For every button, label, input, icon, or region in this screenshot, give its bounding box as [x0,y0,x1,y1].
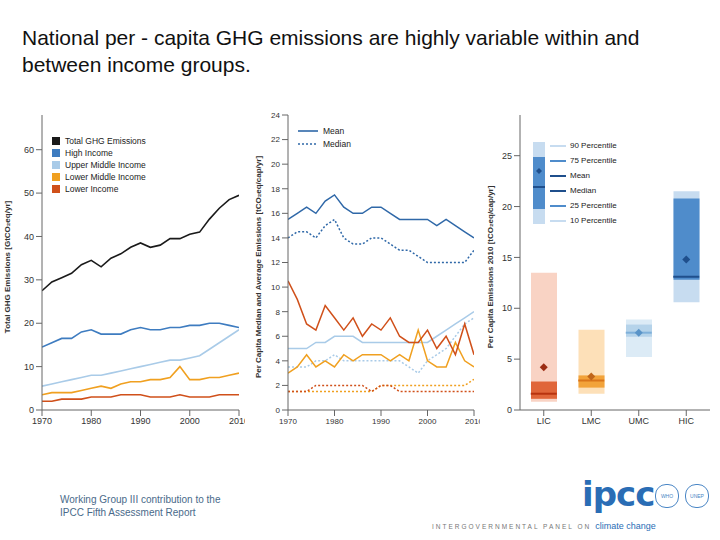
html-text:National per - capita GHG emis: National per - capita GHG emissions are … [22,26,640,76]
html-text:Mean: Mean [323,125,345,136]
svg-text:10: 10 [24,362,34,372]
svg-text:2010: 2010 [229,416,245,426]
svg-text:30: 30 [24,275,34,285]
svg-text:2: 2 [276,381,281,390]
svg-text:0: 0 [276,406,281,415]
svg-text:2000: 2000 [180,416,200,426]
html-text:Working Group III contribution: Working Group III contribution to the IP… [60,494,221,518]
html-text:Upper Middle Income: Upper Middle Income [65,160,146,170]
svg-text:HIC: HIC [679,416,695,426]
html-text:UNEP: UNEP [690,493,704,499]
svg-text:1970: 1970 [279,417,297,426]
svg-text:22: 22 [271,135,280,144]
svg-text:UMC: UMC [629,416,650,426]
svg-text:10: 10 [271,283,280,292]
html-text:Median: Median [570,186,597,195]
html-text:10 Percentile: 10 Percentile [570,216,617,225]
html-text:ipcc: ipcc [582,474,655,514]
svg-text:2000: 2000 [419,417,437,426]
svg-text:16: 16 [271,209,280,218]
svg-text:15: 15 [502,253,512,263]
svg-text:50: 50 [24,188,34,198]
svg-text:4: 4 [276,357,281,366]
svg-text:1970: 1970 [32,416,52,426]
svg-text:20: 20 [502,202,512,212]
svg-text:2010: 2010 [465,417,480,426]
html-text:Total GHG Emissions [GtCO₂eq/y: Total GHG Emissions [GtCO₂eq/yr] [2,200,12,334]
svg-text:1980: 1980 [81,416,101,426]
svg-text:1980: 1980 [326,417,344,426]
svg-text:1990: 1990 [130,416,150,426]
svg-text:1990: 1990 [372,417,390,426]
html-text:INTERGOVERNMENTAL PANEL ON cli: INTERGOVERNMENTAL PANEL ON climate chang… [432,521,656,531]
svg-text:18: 18 [271,185,280,194]
html-text:Lower Middle Income: Lower Middle Income [65,172,146,182]
html-text:Lower Income: Lower Income [65,184,119,194]
svg-text:24: 24 [271,111,280,120]
svg-text:20: 20 [271,160,280,169]
svg-text:10: 10 [502,303,512,313]
svg-text:0: 0 [507,405,512,415]
html-text:Mean: Mean [570,171,590,180]
html-text:90 Percentile: 90 Percentile [570,141,617,150]
svg-text:14: 14 [271,234,280,243]
html-text:WHO: WHO [660,493,674,499]
html-text:Per Capita Emissions 2010 [tCO: Per Capita Emissions 2010 [tCO₂eq/cap/yr… [485,185,495,349]
svg-text:LIC: LIC [537,416,552,426]
html-text:25 Percentile: 25 Percentile [570,201,617,210]
svg-text:6: 6 [276,332,281,341]
svg-text:40: 40 [24,232,34,242]
svg-text:20: 20 [24,318,34,328]
svg-text:60: 60 [24,145,34,155]
html-text:High Income: High Income [65,148,113,158]
html-text:75 Percentile: 75 Percentile [570,156,617,165]
html-text:Median: Median [323,138,351,149]
html-text:Per Capita Median and Average: Per Capita Median and Average Emissions … [253,155,263,379]
svg-text:0: 0 [29,405,34,415]
svg-text:LMC: LMC [582,416,602,426]
svg-text:5: 5 [507,354,512,364]
svg-text:25: 25 [502,151,512,161]
svg-text:12: 12 [271,258,280,267]
html-text:Total GHG Emissions: Total GHG Emissions [65,136,146,146]
svg-text:8: 8 [276,308,281,317]
